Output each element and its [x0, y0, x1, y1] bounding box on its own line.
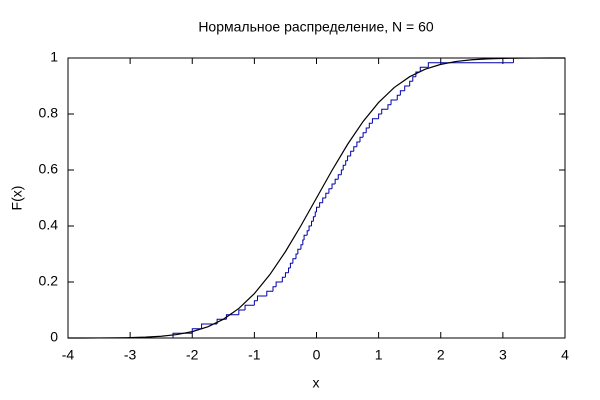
ecdf-step [328, 188, 333, 194]
ecdf-step [371, 118, 379, 124]
ecdf-step [368, 122, 373, 128]
ecdf-step [308, 225, 312, 231]
ecdf-step [347, 155, 351, 161]
ecdf-step [319, 202, 323, 208]
ecdf-step [390, 99, 398, 105]
ecdf-step [272, 286, 277, 292]
ecdf-step [387, 104, 392, 110]
ecdf-step [303, 234, 308, 240]
x-tick-label: -3 [124, 347, 137, 363]
x-tick-label: -2 [186, 347, 199, 363]
ecdf-step [345, 160, 348, 166]
ecdf-step [381, 108, 388, 114]
ecdf-step [244, 304, 255, 310]
x-tick-label: 4 [561, 347, 569, 363]
ecdf-step [334, 178, 339, 184]
y-tick-label: 0.6 [39, 161, 59, 177]
x-axis-label: x [313, 375, 320, 391]
ecdf-step [312, 216, 316, 222]
ecdf-step [238, 309, 246, 315]
y-tick-label: 1 [50, 49, 58, 65]
ecdf-step [337, 174, 342, 180]
ecdf-step [288, 267, 291, 273]
x-tick-label: 3 [499, 347, 507, 363]
x-tick-label: 1 [375, 347, 383, 363]
y-tick-label: 0.8 [39, 105, 59, 121]
y-tick-label: 0.2 [39, 273, 59, 289]
ecdf-step [306, 230, 310, 236]
ecdf-step [427, 62, 514, 68]
y-tick-label: 0 [50, 329, 58, 345]
ecdf-step [359, 136, 364, 142]
ecdf-step [289, 262, 293, 268]
ecdf-step [297, 248, 301, 254]
ecdf-step [253, 300, 258, 306]
x-tick-label: 0 [313, 347, 321, 363]
ecdf-step [350, 150, 354, 156]
ecdf-step [353, 146, 357, 152]
chart-title: Нормальное распределение, N = 60 [198, 19, 434, 35]
ecdf-step [322, 197, 326, 203]
ecdf-step [256, 295, 267, 301]
ecdf-step [340, 169, 344, 175]
ecdf-step [356, 141, 360, 147]
cdf-curve [67, 57, 566, 339]
ecdf-step [399, 90, 405, 96]
x-tick-label: 2 [437, 347, 445, 363]
x-tick-label: -4 [62, 347, 75, 363]
ecdf-step [292, 258, 296, 264]
ecdf-step [284, 272, 289, 278]
ecdf-step [365, 127, 370, 133]
ecdf-step [419, 66, 429, 72]
ecdf-step [316, 206, 320, 212]
ecdf-step [266, 290, 274, 296]
ecdf-step [281, 276, 286, 282]
y-axis-label: F(x) [9, 186, 25, 211]
ecdf-step [311, 220, 314, 226]
ecdf-step [325, 192, 329, 198]
y-tick-label: 0.4 [39, 217, 59, 233]
ecdf-step [412, 76, 416, 82]
ecdf-step [378, 113, 382, 119]
ecdf-step [404, 85, 410, 91]
ecdf-step [409, 80, 413, 86]
x-tick-label: -1 [248, 347, 261, 363]
ecdf-step [331, 183, 336, 189]
ecdf-step [201, 323, 218, 329]
ecdf-step [362, 132, 367, 138]
ecdf-step [300, 244, 303, 250]
ecdf-step [396, 94, 401, 100]
ecdf-step [295, 253, 298, 259]
ecdf-step [275, 281, 283, 287]
ecdf-step [342, 164, 346, 170]
